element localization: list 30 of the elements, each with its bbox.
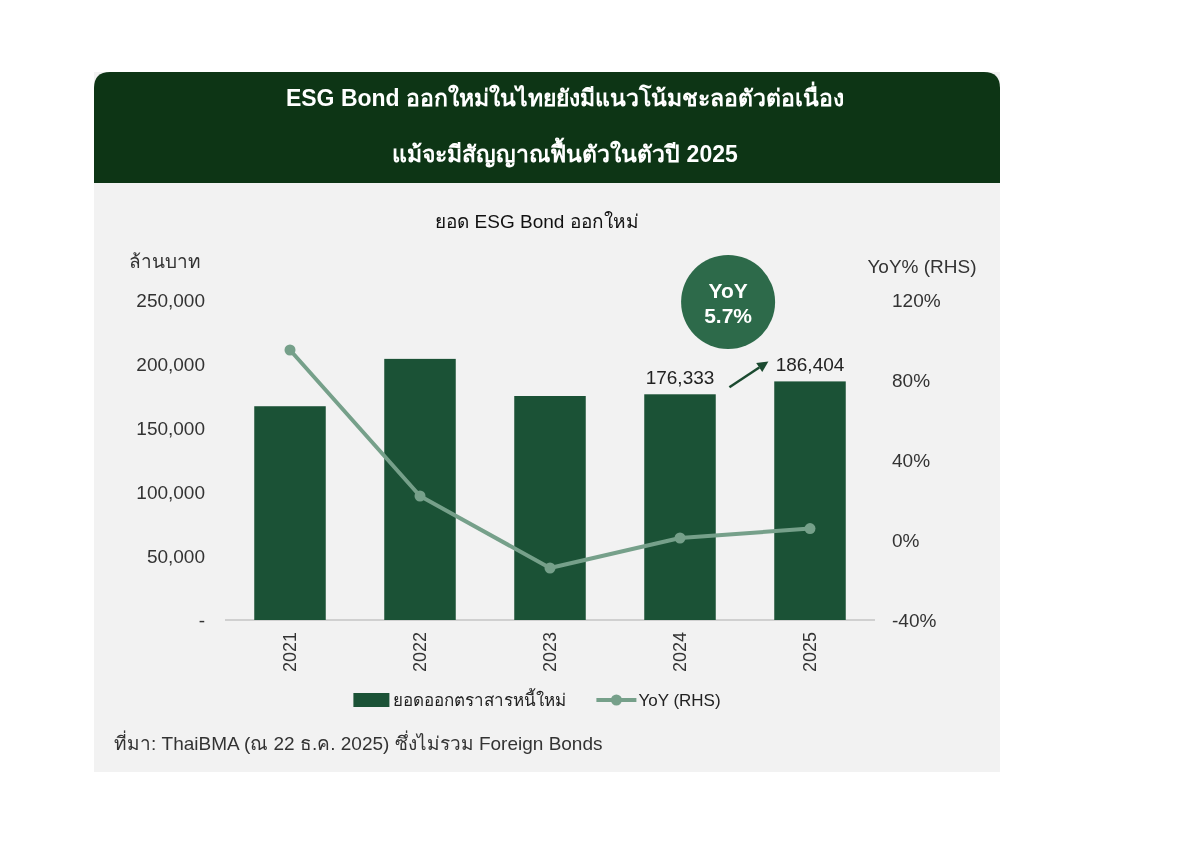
text: ที่มา: ThaiBMA (ณ 22 ธ.ค. 2025) ซึ่งไม่รวม Foreign Bonds — [114, 729, 603, 754]
y-tick-label: 200,000 — [136, 353, 205, 375]
chart-subtitle: ยอด ESG Bond ออกใหม่ — [435, 210, 639, 232]
x-tick-label: 2022 — [410, 632, 430, 673]
annotation: YoY 5.7% — [704, 278, 753, 326]
data-label: 176,333 — [645, 366, 715, 388]
y-tick-label: 250,000 — [136, 289, 205, 311]
x-tick-label: 2023 — [540, 632, 560, 673]
point — [284, 344, 296, 356]
x-tick-label: 2025 — [800, 632, 820, 673]
y-tick-label: - — [198, 609, 205, 631]
legend-label: ยอดออกตราสารหนี้ใหม่ — [393, 687, 567, 710]
y-axis-title: ล้านบาท — [129, 250, 201, 272]
data-label: 186,404 — [775, 353, 845, 375]
point — [804, 523, 816, 535]
x-tick-label: 2021 — [280, 632, 300, 673]
y2-tick-label: 40% — [892, 449, 931, 471]
point — [544, 562, 556, 574]
y-tick-label: 50,000 — [146, 545, 205, 567]
y-tick-label: 150,000 — [136, 417, 205, 439]
y-tick-label: 100,000 — [136, 481, 205, 503]
y2-tick-label: 120% — [892, 289, 941, 311]
point — [414, 490, 426, 502]
legend-label: YoY (RHS) — [638, 690, 721, 710]
y2-tick-label: -40% — [892, 609, 937, 631]
y2-tick-label: 0% — [892, 529, 920, 551]
x-tick-label: 2024 — [670, 632, 690, 673]
y2-tick-label: 80% — [892, 369, 931, 391]
point — [674, 532, 686, 544]
y2-axis-title: YoY% (RHS) — [867, 255, 977, 277]
